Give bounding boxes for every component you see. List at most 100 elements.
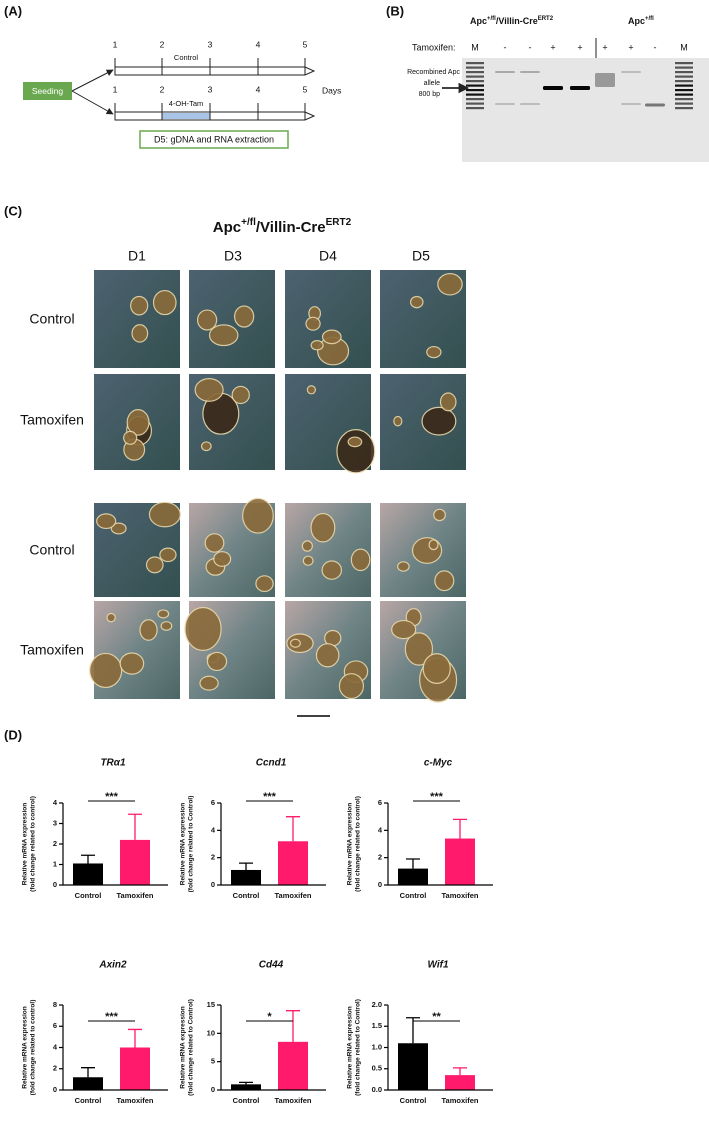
gel-band xyxy=(645,103,665,107)
organoid xyxy=(347,436,363,448)
organoid xyxy=(338,673,365,700)
significance: *** xyxy=(105,1011,119,1023)
column-label: D4 xyxy=(319,248,337,264)
y-tick-label: 10 xyxy=(207,1028,215,1037)
organoid xyxy=(301,540,313,552)
lane-label: + xyxy=(550,42,555,52)
allele: +/fl xyxy=(645,16,654,22)
error-bar xyxy=(406,1017,420,1044)
panel-label: (D) xyxy=(4,727,22,742)
bar xyxy=(398,1043,428,1090)
organoid xyxy=(139,619,158,641)
organoid xyxy=(157,609,170,619)
cre-allele: ERT2 xyxy=(326,217,352,228)
day-label: 1 xyxy=(113,84,118,94)
y-axis-label: (fold change related to Control) xyxy=(355,999,362,1096)
genotype-label: Apc+/fl/Villin-CreERT2 xyxy=(470,16,554,27)
y-tick-label: 4 xyxy=(53,798,58,807)
organoid xyxy=(106,612,116,623)
lane-label: - xyxy=(529,42,532,52)
error-bar xyxy=(128,813,142,840)
gel-band xyxy=(543,86,563,90)
treatment-label: 4-OH-Tam xyxy=(169,99,204,108)
allele: +/fl xyxy=(487,16,496,22)
y-tick-label: 5 xyxy=(211,1057,215,1066)
y-tick-label: 0 xyxy=(53,1085,57,1094)
bar xyxy=(445,838,475,885)
error-bar xyxy=(453,818,467,839)
axes xyxy=(62,1005,168,1091)
organoid xyxy=(255,575,274,593)
organoid xyxy=(321,560,343,580)
bar xyxy=(73,1077,103,1090)
organoid xyxy=(409,295,424,309)
chart-title: Cd44 xyxy=(259,960,284,971)
y-axis-label: (fold change related to Control) xyxy=(188,796,195,893)
gel-band xyxy=(520,103,540,105)
gel-band xyxy=(495,103,515,105)
bar xyxy=(231,869,261,885)
x-tick-label: Control xyxy=(400,1096,427,1105)
seeding-text: Seeding xyxy=(32,86,63,96)
ladder-band xyxy=(466,62,484,65)
seeding-box xyxy=(23,82,72,100)
arrow xyxy=(71,90,114,115)
ladder-band xyxy=(466,66,484,69)
ladder-band xyxy=(675,84,693,87)
row-label: Control xyxy=(29,311,74,327)
y-tick-label: 15 xyxy=(207,1000,215,1009)
organoid xyxy=(89,652,123,689)
ladder-band xyxy=(675,89,693,92)
day-label: 2 xyxy=(160,84,165,94)
ladder-band xyxy=(466,102,484,105)
y-tick-label: 0 xyxy=(53,880,57,889)
y-tick-label: 3 xyxy=(53,818,57,827)
treatment-bar xyxy=(162,113,210,119)
organoid xyxy=(119,652,145,675)
panel-title: Apc+/fl/Villin-CreERT2 xyxy=(213,217,352,236)
significance: ** xyxy=(432,1011,441,1023)
x-tick-label: Tamoxifen xyxy=(117,891,154,900)
lane-label: + xyxy=(602,42,607,52)
organoid xyxy=(148,501,181,528)
x-tick-label: Tamoxifen xyxy=(275,1096,312,1105)
y-axis-label: (fold change related to control) xyxy=(30,796,37,892)
organoid xyxy=(196,309,218,331)
x-tick-label: Control xyxy=(75,891,102,900)
organoid xyxy=(199,675,219,691)
arrow xyxy=(71,69,114,92)
significance: * xyxy=(267,1011,272,1023)
micrograph xyxy=(94,270,180,368)
bar xyxy=(398,868,428,885)
ladder-band xyxy=(466,93,484,96)
chart-title: TRα1 xyxy=(100,758,126,769)
error-bar xyxy=(81,1067,95,1078)
panel-label: (C) xyxy=(4,203,22,218)
x-tick-label: Control xyxy=(75,1096,102,1105)
band-annotation: 800 bp xyxy=(419,91,441,98)
organoid xyxy=(289,638,301,648)
days-label: Days xyxy=(322,85,341,95)
column-label: D5 xyxy=(412,248,430,264)
panel-label: (B) xyxy=(386,3,404,18)
axes xyxy=(62,803,168,886)
y-tick-label: 0.0 xyxy=(372,1085,382,1094)
significance: *** xyxy=(105,791,119,803)
cre: /Villin-Cre xyxy=(256,219,326,236)
organoid xyxy=(393,415,403,427)
y-tick-label: 4 xyxy=(53,1042,58,1051)
y-tick-label: 2 xyxy=(53,839,57,848)
cre-allele: ERT2 xyxy=(538,16,554,22)
y-axis-label: Relative mRNA expression xyxy=(347,1006,354,1089)
ladder-band xyxy=(675,71,693,74)
y-tick-label: 2 xyxy=(53,1064,57,1073)
organoid xyxy=(96,513,117,530)
organoid xyxy=(302,555,314,566)
ladder-band xyxy=(466,71,484,74)
significance: *** xyxy=(430,791,444,803)
allele: +/fl xyxy=(241,217,256,228)
organoid xyxy=(130,295,149,316)
y-tick-label: 2 xyxy=(211,853,215,862)
y-tick-label: 6 xyxy=(378,798,382,807)
